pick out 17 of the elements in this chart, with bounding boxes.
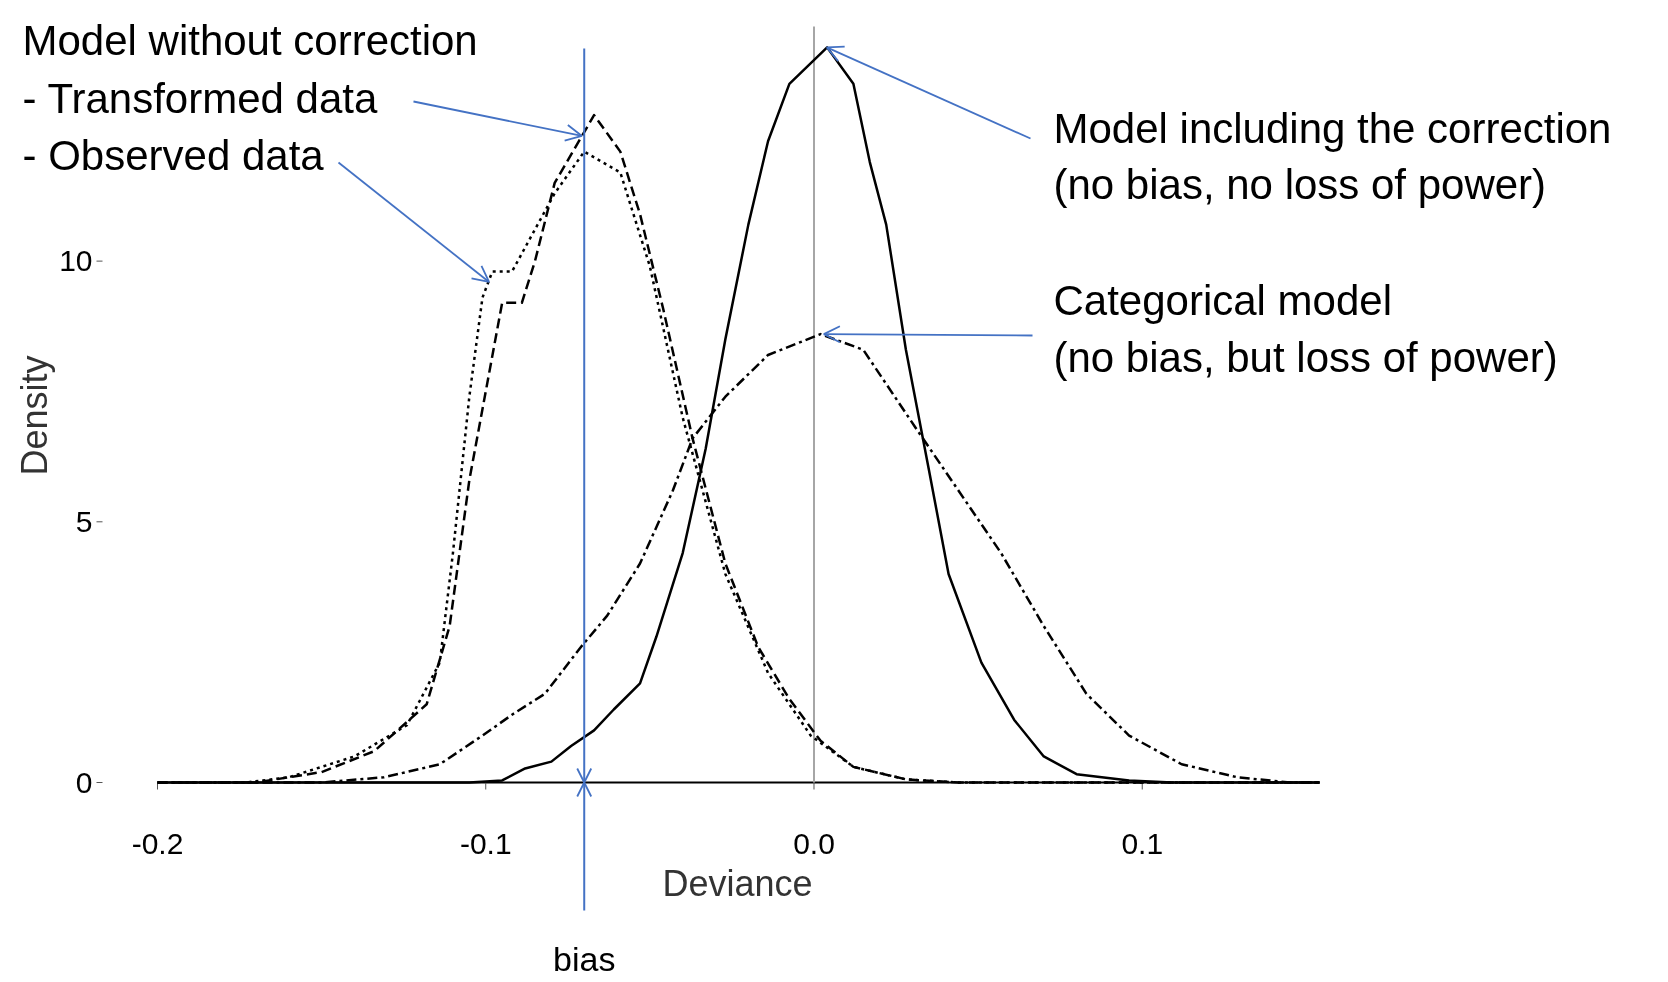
ref-line-label: bias: [553, 939, 616, 978]
annotation: Model without correction: [22, 17, 478, 64]
annotation: Categorical model: [1053, 277, 1393, 324]
x-tick-label: -0.2: [131, 826, 184, 860]
x-tick-label: 0.1: [1121, 826, 1164, 860]
annotation: Model including the correction: [1053, 105, 1612, 152]
y-tick-label: 5: [75, 504, 93, 538]
y-tick-label: 10: [59, 244, 93, 278]
x-tick-label: -0.1: [459, 826, 512, 860]
x-tick-label: 0.0: [793, 826, 835, 860]
x-axis-title: Deviance: [662, 863, 813, 904]
y-axis-title: Density: [14, 355, 55, 476]
annotation: - Observed data: [22, 132, 325, 179]
annotation: (no bias, but loss of power): [1053, 334, 1558, 381]
annotation: - Transformed data: [22, 75, 378, 122]
y-tick-label: 0: [75, 765, 93, 799]
annotation: (no bias, no loss of power): [1053, 161, 1547, 208]
